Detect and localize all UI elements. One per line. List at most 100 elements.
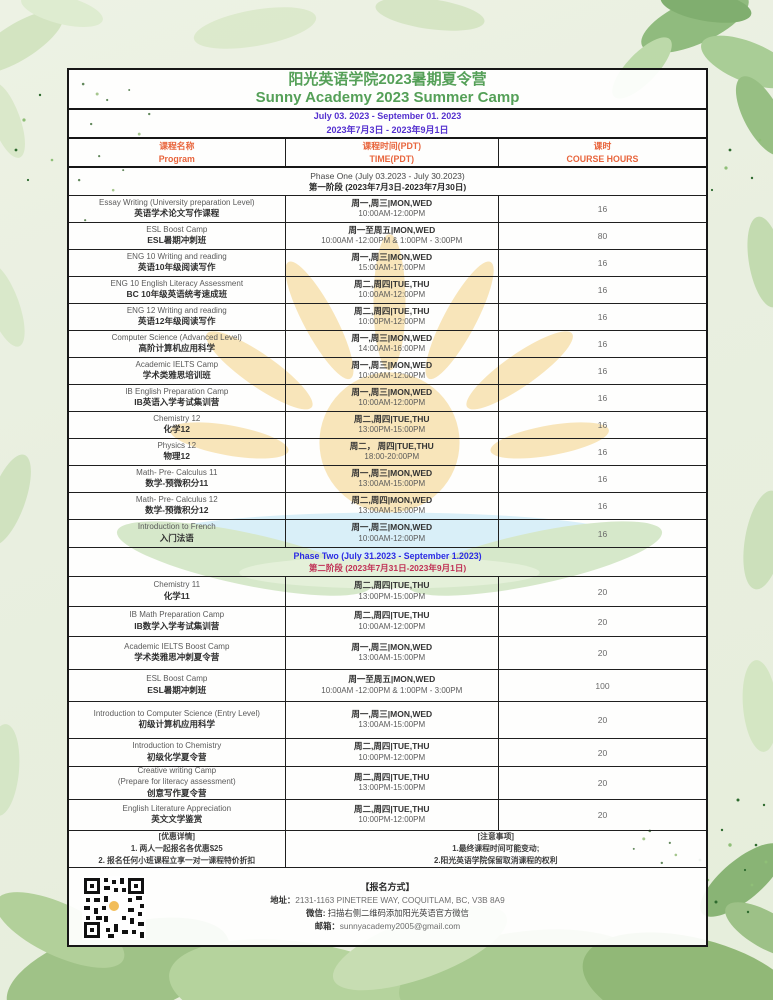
phase-one-header: Phase One (July 03.2023 - July 30.2023) … bbox=[69, 168, 706, 196]
course-time-cell: 周二,周四|TUE,THU 10:00PM-12:00PM bbox=[286, 800, 499, 830]
course-time: 10:00PM-12:00PM bbox=[358, 815, 426, 825]
course-hours-cell: 20 bbox=[499, 637, 706, 669]
course-name-en: IB English Preparation Camp bbox=[125, 386, 229, 396]
course-row: Creative writing Camp (Prepare for liter… bbox=[69, 766, 706, 800]
course-name-en: Physics 12 bbox=[157, 440, 197, 450]
course-row: ESL Boost Camp ESL暑期冲刺班 周一至周五|MON,WED 10… bbox=[69, 670, 706, 702]
course-time-cell: 周二,周四|TUE,THU 10:00PM-12:00PM bbox=[286, 304, 499, 330]
course-days: 周二,周四|TUE,THU bbox=[353, 305, 430, 316]
promo-notes: [优惠详情] 1. 两人一起报名各优惠$25 2. 报名任何小班课程立享一对一课… bbox=[69, 831, 286, 867]
promo-title: [优惠详情] bbox=[158, 832, 195, 842]
course-time: 10:00AM-12:00PM bbox=[358, 371, 426, 381]
course-hours: 80 bbox=[597, 231, 608, 241]
course-time-cell: 周一,周三|MON,WED 10:00AM-12:00PM bbox=[286, 385, 499, 411]
course-hours-cell: 20 bbox=[499, 702, 706, 738]
course-time: 10:00AM-12:00PM bbox=[358, 621, 426, 631]
course-row: Introduction to French 入门法语 周一,周三|MON,WE… bbox=[69, 520, 706, 547]
course-name-cell: Essay Writing (University preparation Le… bbox=[69, 196, 286, 222]
course-name-en: Introduction to Computer Science (Entry … bbox=[93, 708, 260, 718]
course-hours-cell: 16 bbox=[499, 412, 706, 438]
course-name-zh: 化学11 bbox=[163, 590, 190, 601]
schedule-table: 阳光英语学院2023暑期夏令营 Sunny Academy 2023 Summe… bbox=[67, 68, 708, 947]
course-time-cell: 周一,周三|MON,WED 13:00AM-15:00PM bbox=[286, 637, 499, 669]
column-program: 课程名称 Program bbox=[69, 139, 286, 166]
course-hours-cell: 20 bbox=[499, 767, 706, 799]
course-row: ENG 10 Writing and reading 英语10年级阅读写作 周一… bbox=[69, 250, 706, 277]
course-hours: 20 bbox=[597, 747, 608, 758]
course-name-zh: 英语10年级阅读写作 bbox=[138, 262, 216, 273]
course-hours-cell: 100 bbox=[499, 670, 706, 701]
course-row: English Literature Appreciation 英文文学鉴赏 周… bbox=[69, 800, 706, 830]
course-name-zh: 化学12 bbox=[163, 424, 191, 435]
course-row: Introduction to Computer Science (Entry … bbox=[69, 702, 706, 739]
course-hours-cell: 16 bbox=[499, 493, 706, 519]
course-name-cell: Introduction to Computer Science (Entry … bbox=[69, 702, 286, 738]
course-days: 周一,周三|MON,WED bbox=[351, 359, 433, 370]
course-name-en: ESL Boost Camp bbox=[146, 674, 208, 684]
registration-title: 【报名方式】 bbox=[360, 882, 415, 893]
course-name-zh: ESL暑期冲刺班 bbox=[147, 235, 207, 246]
notes-row: [优惠详情] 1. 两人一起报名各优惠$25 2. 报名任何小班课程立享一对一课… bbox=[69, 830, 706, 868]
course-name-cell: English Literature Appreciation 英文文学鉴赏 bbox=[69, 800, 286, 830]
course-name-zh: 英语学术论文写作课程 bbox=[134, 208, 220, 219]
course-hours: 20 bbox=[597, 616, 608, 627]
course-time-cell: 周一,周三|MON,WED 13:00AM-15:00PM bbox=[286, 466, 499, 492]
course-hours: 16 bbox=[597, 501, 608, 511]
course-name-en: ENG 12 Writing and reading bbox=[126, 305, 227, 315]
contact-row: 【报名方式】 地址：2131-1163 PINETREE WAY, COQUIT… bbox=[69, 868, 706, 945]
course-name-en: ENG 10 English Literacy Assessment bbox=[110, 278, 244, 288]
course-hours: 16 bbox=[597, 258, 608, 268]
column-time: 课程时间(PDT) TIME(PDT) bbox=[286, 139, 499, 166]
email-line: 邮箱：sunnyacademy2005@gmail.com bbox=[314, 921, 461, 932]
phase-one-title-en: Phase One (July 03.2023 - July 30.2023) bbox=[310, 170, 465, 181]
course-name-zh: 英语12年级阅读写作 bbox=[138, 316, 216, 327]
phase-two-header: Phase Two (July 31.2023 - September 1.20… bbox=[69, 547, 706, 577]
phase-two-rows: Chemistry 11 化学11 周二,周四|TUE,THU 13:00PM-… bbox=[69, 577, 706, 830]
course-hours: 16 bbox=[597, 285, 608, 295]
course-days: 周二,周四|TUE,THU bbox=[353, 278, 430, 289]
course-name-zh: 学术类雅思冲刺夏令营 bbox=[134, 652, 220, 663]
course-hours-cell: 16 bbox=[499, 466, 706, 492]
notice-notes: [注意事项] 1.最终课程时间可能变动; 2.阳光英语学院保留取消课程的权利 bbox=[286, 831, 706, 867]
course-name-en: Math- Pre- Calculus 11 bbox=[136, 467, 218, 477]
qr-code-pattern bbox=[82, 876, 146, 940]
course-time-cell: 周一,周三|MON,WED 10:00AM-12:00PM bbox=[286, 358, 499, 384]
course-name-zh: 数学-预微积分11 bbox=[145, 478, 209, 489]
course-name-cell: ESL Boost Camp ESL暑期冲刺班 bbox=[69, 223, 286, 249]
promo-item-1: 1. 两人一起报名各优惠$25 bbox=[130, 844, 223, 854]
course-name-zh: IB数学入学考试集训营 bbox=[134, 620, 220, 631]
course-time-cell: 周二,周四|MON,WED 13:00AM-15:00PM bbox=[286, 493, 499, 519]
course-name-zh: 英文文学鉴赏 bbox=[151, 814, 203, 825]
course-row: IB English Preparation Camp IB英语入学考试集训营 … bbox=[69, 385, 706, 412]
course-row: Physics 12 物理12 周二， 周四|TUE,THU 18:00-20:… bbox=[69, 439, 706, 466]
course-name-cell: Math- Pre- Calculus 11 数学-预微积分11 bbox=[69, 466, 286, 492]
course-days: 周一,周三|MON,WED bbox=[351, 522, 433, 533]
course-name-en: Academic IELTS Camp bbox=[135, 359, 219, 369]
course-time-cell: 周二,周四|TUE,THU 10:00AM-12:00PM bbox=[286, 277, 499, 303]
course-days: 周一,周三|MON,WED bbox=[351, 197, 433, 208]
wechat-line: 微信: 扫描右侧二维码添加阳光英语官方微信 bbox=[306, 908, 469, 919]
course-name-zh: 初级计算机应用科学 bbox=[138, 719, 216, 730]
course-row: Math- Pre- Calculus 11 数学-预微积分11 周一,周三|M… bbox=[69, 466, 706, 493]
course-name-cell: Computer Science (Advanced Level) 高阶计算机应… bbox=[69, 331, 286, 357]
course-time: 10:00AM-12:00PM bbox=[358, 398, 426, 408]
course-hours: 16 bbox=[597, 366, 608, 376]
wechat-qr-code bbox=[82, 876, 146, 940]
course-time: 18:00-20:00PM bbox=[364, 452, 420, 462]
date-range-zh: 2023年7月3日 - 2023年9月1日 bbox=[326, 124, 449, 135]
course-row: ESL Boost Camp ESL暑期冲刺班 周一至周五|MON,WED 10… bbox=[69, 223, 706, 250]
course-days: 周一,周三|MON,WED bbox=[351, 386, 433, 397]
course-time: 10:00PM-12:00PM bbox=[358, 317, 426, 327]
course-name-en: Essay Writing (University preparation Le… bbox=[99, 197, 255, 207]
course-hours-cell: 20 bbox=[499, 577, 706, 606]
course-time: 15:00AM-17:00PM bbox=[358, 263, 426, 273]
course-name-en: Introduction to French bbox=[137, 522, 216, 532]
address-line: 地址：2131-1163 PINETREE WAY, COQUITLAM, BC… bbox=[270, 895, 505, 906]
course-days: 周一,周三|MON,WED bbox=[351, 708, 433, 719]
course-days: 周一,周三|MON,WED bbox=[351, 467, 433, 478]
course-row: Academic IELTS Camp 学术类雅思培训班 周一,周三|MON,W… bbox=[69, 358, 706, 385]
course-hours: 16 bbox=[597, 312, 608, 322]
course-row: IB Math Preparation Camp IB数学入学考试集训营 周二,… bbox=[69, 607, 706, 637]
course-time-cell: 周一,周三|MON,WED 14:00AM-16:00PM bbox=[286, 331, 499, 357]
course-time: 10:00AM -12:00PM & 1:00PM - 3:00PM bbox=[321, 236, 463, 246]
